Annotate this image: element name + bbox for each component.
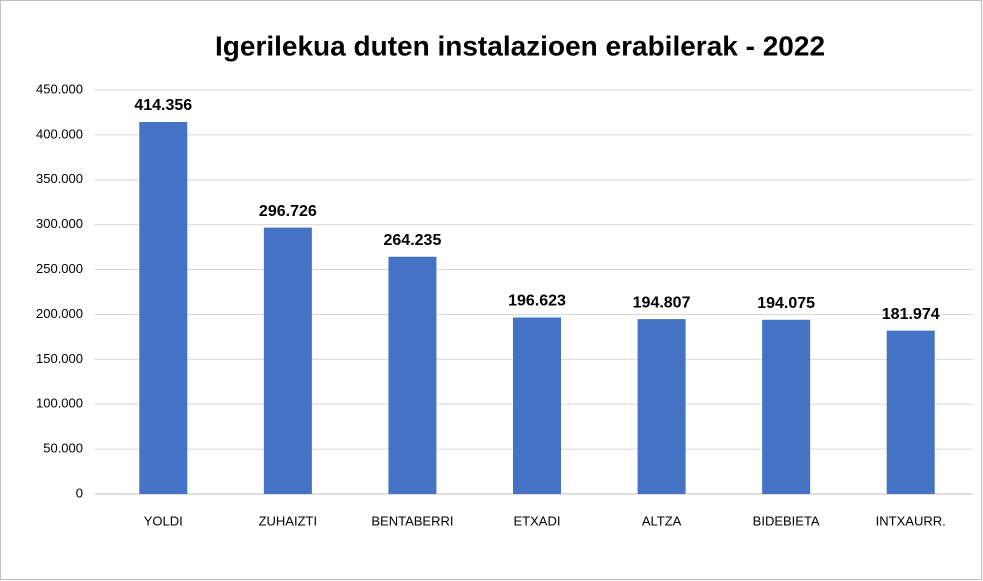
y-tick-label: 50.000 (43, 441, 83, 456)
value-label: 414.356 (134, 97, 192, 114)
y-tick-label: 100.000 (36, 396, 83, 411)
bar (263, 227, 312, 494)
bar (886, 330, 935, 494)
y-tick-label: 400.000 (36, 126, 83, 141)
y-tick-label: 150.000 (36, 351, 83, 366)
bar (388, 256, 437, 494)
value-label: 296.726 (259, 203, 317, 220)
y-tick-label: 0 (76, 485, 83, 500)
y-tick-label: 200.000 (36, 306, 83, 321)
x-tick-label: ALTZA (642, 513, 682, 528)
value-label: 264.235 (384, 232, 442, 249)
x-tick-label: ETXADI (514, 513, 561, 528)
x-tick-label: INTXAURR. (876, 513, 946, 528)
value-label: 194.807 (633, 294, 691, 311)
bar (762, 319, 811, 494)
bar (513, 317, 561, 494)
x-tick-label: BIDEBIETA (753, 513, 820, 528)
bar (637, 319, 686, 494)
x-tick-label: YOLDI (144, 513, 183, 528)
value-label: 196.623 (508, 293, 566, 310)
chart-title: Igerilekua duten instalazioen erabilerak… (215, 30, 825, 61)
y-tick-label: 250.000 (36, 261, 83, 276)
y-tick-label: 300.000 (36, 216, 83, 231)
y-tick-label: 450.000 (36, 81, 83, 96)
value-label: 194.075 (757, 295, 815, 312)
y-tick-label: 350.000 (36, 171, 83, 186)
x-tick-label: BENTABERRI (371, 513, 453, 528)
bar (139, 122, 188, 494)
value-label: 181.974 (882, 306, 940, 323)
x-tick-label: ZUHAIZTI (259, 513, 318, 528)
